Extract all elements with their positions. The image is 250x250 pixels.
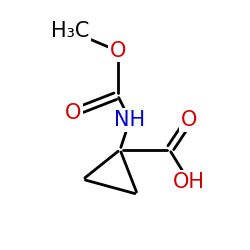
Text: NH: NH — [114, 110, 146, 130]
Text: O: O — [110, 41, 126, 61]
Text: H₃C: H₃C — [52, 21, 90, 41]
Text: O: O — [181, 110, 198, 130]
Text: O: O — [65, 103, 81, 123]
Text: OH: OH — [173, 172, 205, 192]
